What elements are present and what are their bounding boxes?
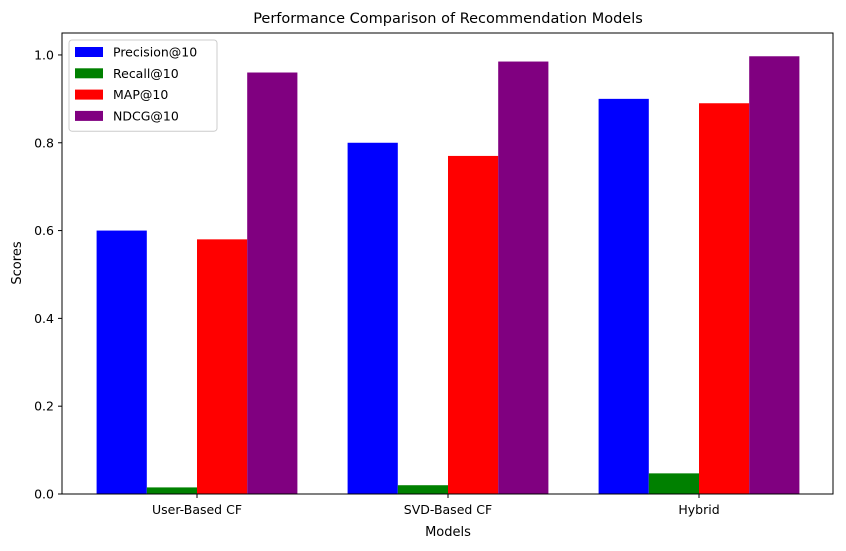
legend-label-recall-10: Recall@10 (113, 66, 179, 81)
y-tick-label: 0.4 (34, 311, 54, 326)
bar-ndcg-10-svd-based-cf (498, 61, 549, 494)
legend-label-map-10: MAP@10 (113, 87, 168, 102)
y-tick-label: 0.8 (34, 135, 54, 150)
x-tick-label: User-Based CF (152, 502, 242, 517)
y-tick-label: 0.2 (34, 399, 54, 414)
bar-precision-10-hybrid (598, 98, 649, 495)
bars-layer (96, 56, 800, 495)
x-axis: User-Based CF SVD-Based CF Hybrid (152, 494, 720, 517)
bar-ndcg-10-user-based-cf (247, 72, 298, 494)
legend-label-precision-10: Precision@10 (113, 45, 197, 60)
y-tick-label: 0.6 (34, 223, 54, 238)
bar-ndcg-10-hybrid (749, 56, 800, 495)
y-tick-label: 1.0 (34, 47, 54, 62)
x-tick-label: Hybrid (678, 502, 719, 517)
legend-box (68, 39, 218, 132)
x-tick-label: SVD-Based CF (404, 502, 492, 517)
bar-precision-10-svd-based-cf (347, 142, 398, 494)
y-axis-label: Scores (10, 241, 25, 284)
legend-swatch-recall-10 (75, 68, 103, 79)
y-axis: 0.0 0.2 0.4 0.6 0.8 1.0 (34, 47, 62, 502)
bar-precision-10-user-based-cf (96, 230, 147, 494)
x-axis-label: Models (425, 525, 471, 540)
legend-label-ndcg-10: NDCG@10 (113, 108, 179, 123)
bar-map-10-user-based-cf (197, 239, 248, 494)
legend: Precision@10 Recall@10 MAP@10 NDCG@10 (68, 39, 218, 132)
bar-map-10-svd-based-cf (448, 155, 499, 494)
bar-recall-10-hybrid (648, 473, 699, 494)
bar-recall-10-user-based-cf (146, 487, 197, 494)
y-tick-label: 0.0 (34, 487, 54, 502)
legend-swatch-map-10 (75, 89, 103, 100)
bar-recall-10-svd-based-cf (397, 485, 448, 494)
legend-swatch-ndcg-10 (75, 110, 103, 121)
bar-map-10-hybrid (699, 103, 750, 494)
chart-title: Performance Comparison of Recommendation… (253, 11, 643, 27)
legend-swatch-precision-10 (75, 47, 103, 57)
